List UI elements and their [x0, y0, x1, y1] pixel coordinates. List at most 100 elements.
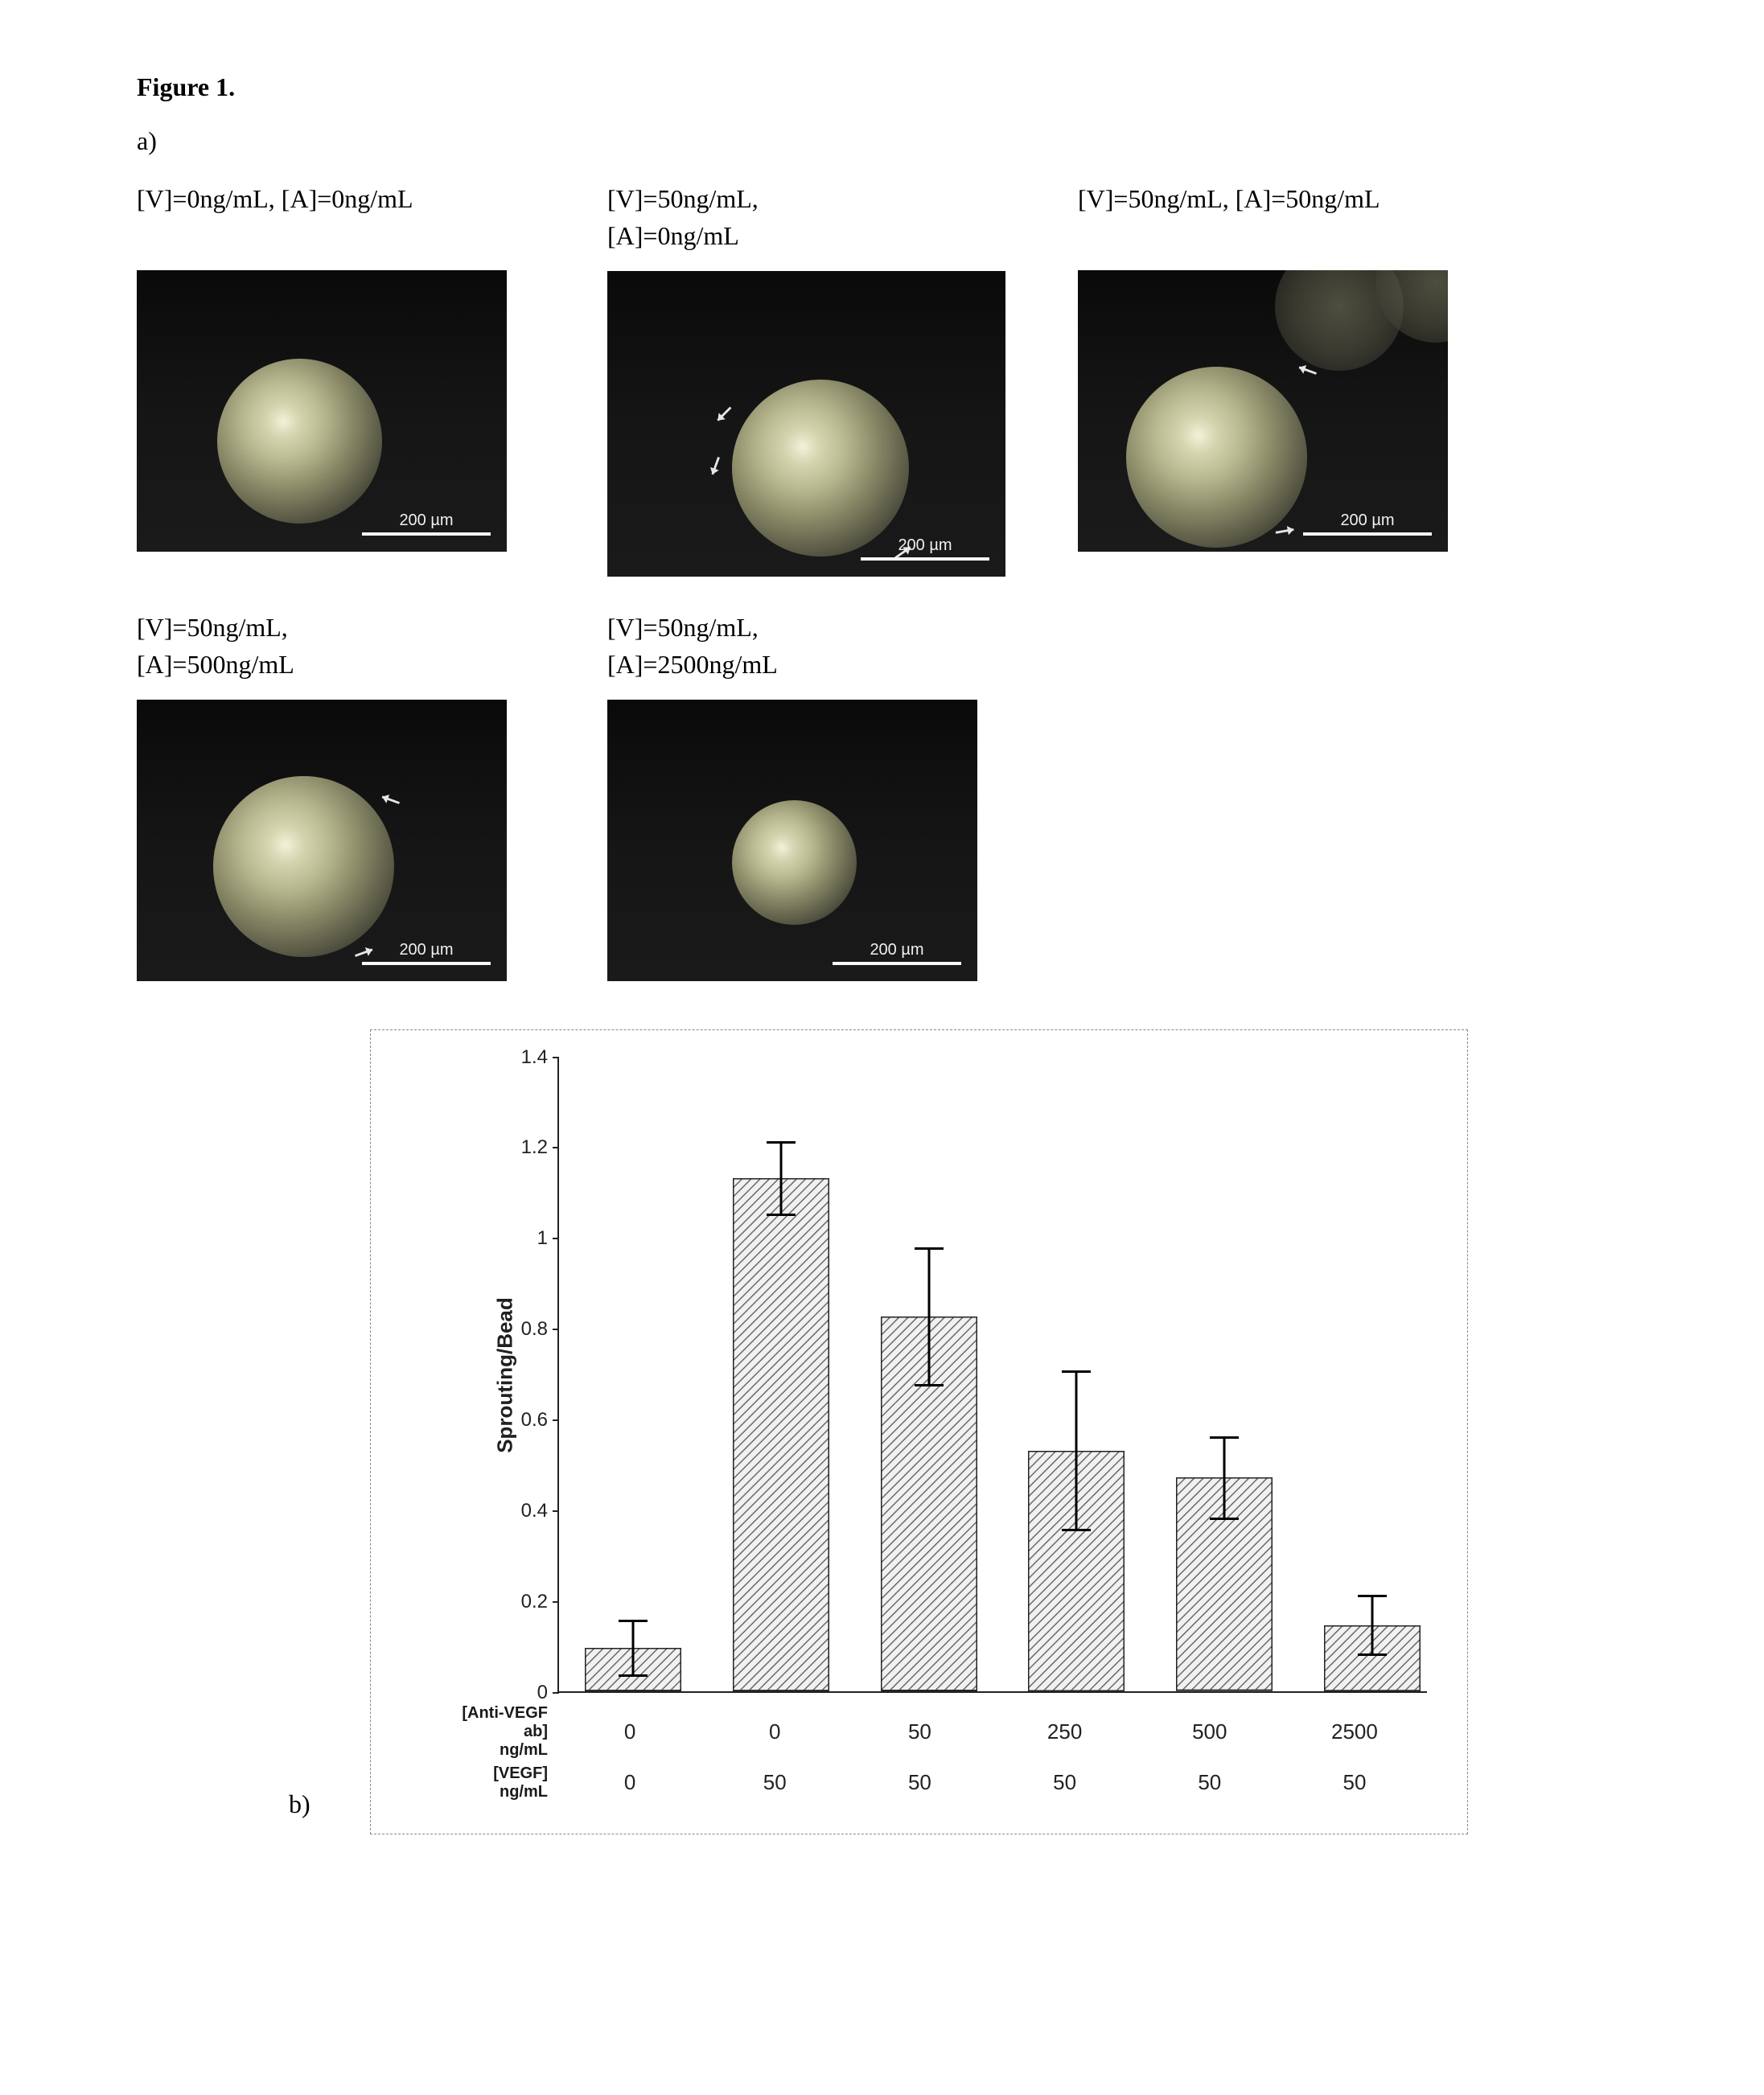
- x-cell-antivegf: 50: [847, 1719, 992, 1744]
- y-tick-mark: [553, 1057, 559, 1058]
- x-cell-vegf: 50: [1282, 1770, 1427, 1795]
- error-cap-top: [1062, 1370, 1091, 1373]
- error-cap-top: [1210, 1436, 1239, 1439]
- bar: [585, 1056, 681, 1691]
- micrograph-caption: [V]=50ng/mL, [A]=50ng/mL: [1078, 180, 1472, 254]
- y-tick-mark: [553, 1238, 559, 1239]
- bar: [1176, 1056, 1273, 1691]
- scale-bar: 200 µm: [1303, 511, 1432, 536]
- panel-b-chart-container: b) Sprouting/Bead 00.20.40.60.811.21.4 […: [370, 1029, 1468, 1834]
- error-bar: [631, 1621, 634, 1675]
- x-cells-antivegf: 00502505002500: [557, 1719, 1427, 1744]
- y-tick-label: 0.8: [503, 1318, 548, 1341]
- micrograph-row-1: [V]=0ng/mL, [A]=0ng/mL 200 µm [V]=50ng/mL…: [137, 180, 1627, 577]
- error-bar: [1075, 1371, 1078, 1530]
- x-cell-antivegf: 250: [993, 1719, 1137, 1744]
- arrow-icon: [374, 784, 405, 815]
- y-tick-label: 1.4: [503, 1046, 548, 1069]
- x-cell-antivegf: 0: [557, 1719, 702, 1744]
- micrograph-block: [V]=50ng/mL, [A]=2500ng/mL 200 µm: [607, 609, 1001, 981]
- bar: [733, 1056, 829, 1691]
- micrograph-block: [V]=50ng/mL, [A]=50ng/mL 200 µm: [1078, 180, 1472, 577]
- bead: [1126, 367, 1307, 548]
- micrograph-caption: [V]=0ng/mL, [A]=0ng/mL: [137, 180, 531, 254]
- scale-bar: 200 µm: [362, 941, 491, 965]
- error-cap-bottom: [1358, 1653, 1387, 1656]
- micrograph-image: 200 µm: [1078, 270, 1448, 552]
- bar: [1028, 1056, 1125, 1691]
- micrograph-row-2: [V]=50ng/mL, [A]=500ng/mL 200 µm [V]=50n…: [137, 609, 1627, 981]
- scalebar-label: 200 µm: [1340, 511, 1394, 530]
- y-tick-mark: [553, 1601, 559, 1603]
- x-cell-vegf: 50: [1137, 1770, 1282, 1795]
- x-cell-vegf: 50: [702, 1770, 847, 1795]
- scalebar-line: [362, 532, 491, 536]
- arrow-icon: [700, 452, 730, 483]
- x-cell-antivegf: 500: [1137, 1719, 1282, 1744]
- y-tick-label: 1.2: [503, 1136, 548, 1159]
- bead: [732, 380, 909, 557]
- scalebar-label: 200 µm: [399, 941, 453, 959]
- scalebar-line: [861, 557, 989, 561]
- error-cap-top: [619, 1620, 648, 1622]
- plot-region: [557, 1058, 1427, 1693]
- panel-b-label: b): [289, 1789, 310, 1819]
- x-cell-antivegf: 0: [702, 1719, 847, 1744]
- micrograph-block: [V]=0ng/mL, [A]=0ng/mL 200 µm: [137, 180, 531, 577]
- x-row-label-antivegf: [Anti-VEGF ab] ng/mL: [437, 1704, 557, 1760]
- scale-bar: 200 µm: [362, 511, 491, 536]
- x-row-vegf: [VEGF] ng/mL 05050505050: [453, 1764, 1427, 1801]
- error-bar: [779, 1142, 782, 1214]
- error-cap-top: [1358, 1595, 1387, 1597]
- bead: [213, 776, 394, 957]
- x-cell-vegf: 50: [847, 1770, 992, 1795]
- y-tick-label: 0.6: [503, 1409, 548, 1432]
- scalebar-line: [1303, 532, 1432, 536]
- error-cap-bottom: [619, 1674, 648, 1677]
- y-tick-mark: [553, 1510, 559, 1512]
- scalebar-label: 200 µm: [870, 941, 923, 959]
- arrow-icon: [708, 400, 738, 430]
- y-tick-mark: [553, 1692, 559, 1694]
- x-cell-vegf: 50: [993, 1770, 1137, 1795]
- bar: [881, 1056, 977, 1691]
- error-cap-bottom: [1062, 1529, 1091, 1531]
- y-tick-mark: [553, 1147, 559, 1148]
- y-tick-mark: [553, 1329, 559, 1330]
- x-cell-antivegf: 2500: [1282, 1719, 1427, 1744]
- error-bar: [1371, 1596, 1374, 1654]
- bars-group: [559, 1058, 1427, 1691]
- x-axis-rows: [Anti-VEGF ab] ng/mL 00502505002500 [VEG…: [453, 1704, 1427, 1801]
- x-row-antivegf: [Anti-VEGF ab] ng/mL 00502505002500: [453, 1704, 1427, 1760]
- y-tick-label: 0.4: [503, 1500, 548, 1522]
- panel-a-label: a): [137, 126, 1627, 156]
- micrograph-image: 200 µm: [607, 700, 977, 981]
- micrograph-caption: [V]=50ng/mL, [A]=2500ng/mL: [607, 609, 1001, 684]
- micrograph-image: 200 µm: [137, 270, 507, 552]
- scalebar-label: 200 µm: [399, 511, 453, 530]
- micrograph-block: [V]=50ng/mL, [A]=500ng/mL 200 µm: [137, 609, 531, 981]
- y-tick-mark: [553, 1419, 559, 1421]
- figure-title: Figure 1.: [137, 72, 1627, 102]
- micrograph-image: 200 µm: [607, 271, 1005, 577]
- error-cap-bottom: [1210, 1518, 1239, 1520]
- y-tick-label: 0: [503, 1682, 548, 1704]
- scale-bar: 200 µm: [833, 941, 961, 965]
- scale-bar: 200 µm: [861, 536, 989, 561]
- y-tick-label: 0.2: [503, 1591, 548, 1613]
- error-bar: [927, 1248, 930, 1384]
- scalebar-line: [833, 962, 961, 965]
- x-row-label-vegf: [VEGF] ng/mL: [437, 1764, 557, 1801]
- error-cap-bottom: [767, 1214, 796, 1216]
- bead: [217, 359, 382, 524]
- micrograph-caption: [V]=50ng/mL, [A]=0ng/mL: [607, 180, 1001, 255]
- chart-area: Sprouting/Bead 00.20.40.60.811.21.4: [500, 1058, 1427, 1693]
- bead: [732, 800, 857, 925]
- error-cap-top: [767, 1141, 796, 1144]
- y-tick-label: 1: [503, 1227, 548, 1250]
- micrograph-block: [V]=50ng/mL, [A]=0ng/mL 200 µm: [607, 180, 1001, 577]
- bar-rect: [733, 1178, 829, 1691]
- error-cap-bottom: [915, 1384, 944, 1386]
- scalebar-line: [362, 962, 491, 965]
- micrograph-caption: [V]=50ng/mL, [A]=500ng/mL: [137, 609, 531, 684]
